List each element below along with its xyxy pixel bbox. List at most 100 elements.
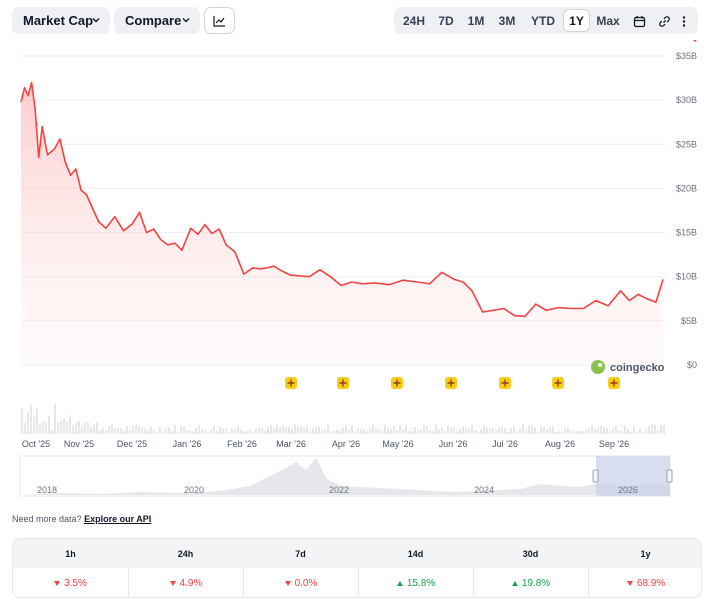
volume-bar [159, 427, 161, 434]
event-marker-icon[interactable] [499, 377, 511, 389]
range-7d[interactable]: 7D [438, 13, 454, 28]
performance-header-1y: 1y [640, 548, 651, 559]
volume-bar [351, 424, 353, 434]
volume-bar [372, 424, 374, 434]
volume-bar [489, 428, 491, 434]
metric-dropdown[interactable]: Market Cap [12, 7, 110, 34]
navigator-tick-label: 2020 [184, 485, 204, 495]
market-cap-chart[interactable]: $35B$30B$25B$20B$15B$10B$5B$0 coingecko … [0, 40, 704, 502]
y-tick-label: $25B [676, 139, 697, 149]
range-navigator[interactable]: 2018 2020 2022 2024 2026 [19, 455, 673, 497]
more-vertical-icon[interactable] [681, 15, 687, 28]
event-marker-icon[interactable] [337, 377, 349, 389]
volume-bar [660, 424, 662, 434]
volume-bar [333, 430, 335, 434]
range-1y[interactable]: 1Y [564, 10, 589, 31]
volume-bar [219, 427, 221, 434]
volume-bar [480, 429, 482, 434]
volume-bar [183, 426, 185, 434]
volume-bar [612, 428, 614, 434]
volume-bar [123, 429, 125, 434]
volume-bar [102, 428, 104, 434]
triangle-down-icon [284, 580, 291, 586]
triangle-down-icon [54, 580, 61, 586]
volume-bar [651, 424, 653, 434]
volume-bar [249, 430, 251, 434]
volume-bar [435, 424, 437, 434]
range-max[interactable]: Max [596, 13, 620, 28]
volume-bar [141, 427, 143, 434]
y-axis: $35B $30B $25B $20B $15B $10B $5B $0 [676, 51, 697, 370]
link-icon[interactable] [658, 15, 671, 28]
volume-bar [426, 425, 428, 434]
event-marker-icon[interactable] [608, 377, 620, 389]
volume-bar [450, 427, 452, 434]
event-marker-icon[interactable] [552, 377, 564, 389]
volume-bar [423, 424, 425, 434]
volume-bar [513, 427, 515, 434]
volume-bar [363, 429, 365, 434]
volume-bar [429, 429, 431, 434]
navigator-left-handle[interactable] [592, 469, 599, 483]
range-3m[interactable]: 3M [498, 13, 516, 28]
performance-value-30d: 19.8% [473, 568, 588, 597]
y-tick-label: $5B [681, 316, 697, 326]
volume-bar [570, 431, 572, 434]
navigator-tick-label: 2022 [329, 485, 349, 495]
range-ytd[interactable]: YTD [531, 13, 555, 28]
performance-value-text: 4.9% [179, 577, 203, 589]
volume-bar [606, 428, 608, 434]
volume-bar [42, 421, 44, 434]
event-marker-icon[interactable] [285, 377, 297, 389]
volume-bar [465, 428, 467, 434]
volume-bar [132, 425, 134, 434]
volume-bar [630, 431, 632, 434]
volume-bar [576, 430, 578, 434]
navigator-tick-label: 2018 [37, 485, 57, 495]
volume-bar [492, 428, 494, 434]
performance-value-text: 3.5% [64, 577, 87, 589]
metric-dropdown-label: Market Cap [23, 13, 94, 28]
volume-bar [201, 428, 203, 434]
volume-bar [147, 430, 149, 434]
volume-bar [471, 424, 473, 434]
volume-bar [558, 431, 560, 434]
navigator-right-handle[interactable] [666, 469, 673, 483]
volume-bar [195, 427, 197, 434]
volume-bar [327, 424, 329, 434]
compare-dropdown[interactable]: Compare [114, 7, 200, 34]
volume-bar [387, 427, 389, 434]
event-marker-icon[interactable] [391, 377, 403, 389]
volume-bar [66, 421, 68, 434]
navigator-tick-label: 2024 [474, 485, 494, 495]
volume-bar [78, 421, 80, 434]
x-tick-label: Feb '26 [227, 439, 257, 449]
triangle-up-icon [511, 580, 518, 586]
triangle-down-icon [169, 580, 176, 586]
explore-api-link[interactable]: Explore our API [84, 514, 152, 524]
line-chart-icon [213, 15, 225, 27]
volume-bar [294, 424, 296, 434]
range-24h[interactable]: 24H [402, 13, 425, 28]
volume-bar [99, 429, 101, 434]
volume-bar [342, 427, 344, 434]
volume-bar [444, 431, 446, 434]
navigator-selection[interactable] [596, 456, 670, 496]
event-markers [285, 377, 620, 389]
volume-bar [636, 431, 638, 434]
volume-bar [420, 429, 422, 434]
volume-bar [408, 431, 410, 434]
range-1m[interactable]: 1M [467, 13, 485, 28]
chart-type-button[interactable] [204, 7, 235, 34]
event-marker-icon[interactable] [445, 377, 457, 389]
volume-bar [579, 431, 581, 434]
calendar-icon[interactable] [633, 15, 646, 28]
x-tick-label: Sep '26 [599, 439, 629, 449]
volume-bar [654, 424, 656, 434]
volume-bar [180, 426, 182, 434]
volume-bar [33, 415, 35, 434]
volume-bar [657, 429, 659, 434]
volume-bar [345, 425, 347, 434]
volume-bar [528, 425, 530, 434]
market-cap-area [21, 82, 663, 365]
